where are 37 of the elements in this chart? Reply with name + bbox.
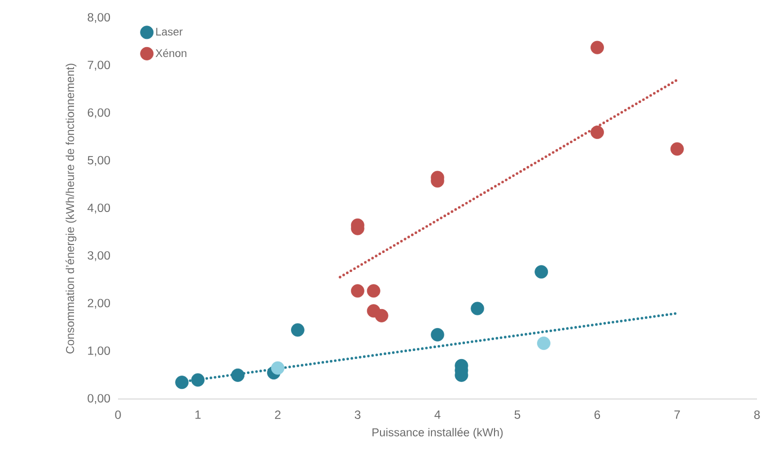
point bbox=[534, 265, 548, 279]
point bbox=[366, 284, 380, 298]
y-tick-label: 5,00 bbox=[88, 156, 110, 166]
point bbox=[374, 308, 388, 322]
x-tick-label: 3 bbox=[354, 410, 360, 419]
point bbox=[670, 142, 684, 156]
x-tick-label: 8 bbox=[754, 410, 760, 419]
point bbox=[175, 376, 189, 390]
point bbox=[590, 126, 604, 139]
y-tick-label: 1,00 bbox=[88, 346, 110, 356]
point bbox=[231, 368, 245, 382]
x-tick-label: 5 bbox=[514, 410, 520, 419]
point bbox=[430, 328, 444, 342]
x-tick-label: 1 bbox=[195, 410, 201, 419]
point bbox=[291, 323, 304, 337]
x-tick-label: 6 bbox=[594, 410, 600, 419]
y-axis-title: Consommation d’énergie (kWh/heure de fonctionnement) bbox=[66, 64, 76, 354]
legend-label: Xénon bbox=[156, 48, 186, 58]
point bbox=[191, 373, 205, 387]
point bbox=[590, 40, 604, 54]
x-tick-label: 0 bbox=[115, 410, 121, 419]
x-tick-label: 4 bbox=[434, 410, 440, 419]
point bbox=[350, 284, 364, 298]
y-tick-label: 7,00 bbox=[88, 60, 110, 71]
y-tick-label: 2,00 bbox=[88, 298, 110, 309]
y-tick-label: 0,00 bbox=[88, 394, 110, 404]
point bbox=[537, 336, 550, 350]
y-tick-label: 4,00 bbox=[87, 204, 110, 214]
point bbox=[271, 361, 284, 375]
y-tick-label: 3,00 bbox=[88, 251, 110, 262]
x-tick-label: 2 bbox=[275, 410, 280, 419]
x-axis-title: Puissance installée (kWh) bbox=[372, 428, 503, 439]
point bbox=[470, 302, 484, 316]
y-tick-label: 8,00 bbox=[88, 13, 110, 23]
legend-label: Laser bbox=[156, 28, 183, 36]
x-tick-label: 7 bbox=[674, 410, 680, 419]
y-tick-label: 6,00 bbox=[88, 108, 110, 118]
